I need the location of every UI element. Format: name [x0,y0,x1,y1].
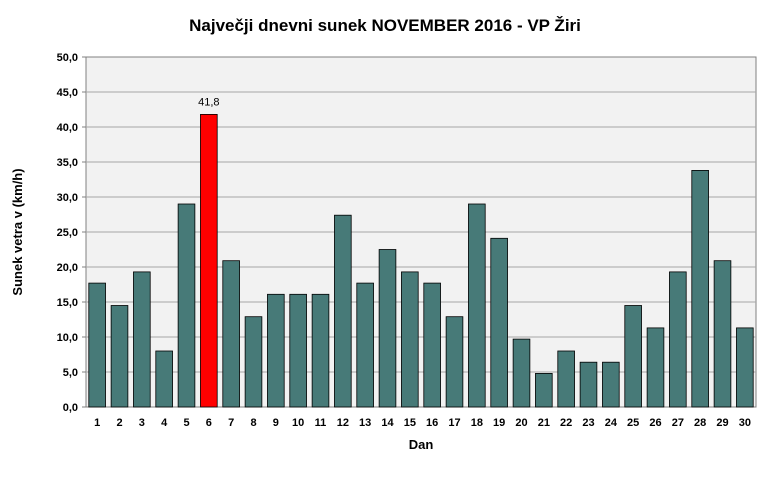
bar-day-6 [200,114,218,408]
bar-day-23 [579,361,598,408]
bar-day-10 [289,293,307,408]
x-tick-label: 10 [292,417,304,429]
x-tick-label: 21 [538,417,550,429]
x-tick-label: 30 [739,417,751,429]
x-tick-label: 13 [359,417,371,429]
bar-day-24 [602,361,620,408]
bar-day-18 [468,203,486,408]
bar-day-20 [512,338,531,408]
bar-day-19 [490,237,508,408]
bar-day-15 [401,271,419,408]
y-tick-label: 30,0 [57,192,78,204]
bars [88,114,754,408]
bar-day-27 [669,271,687,408]
bar-day-22 [557,350,575,408]
bar-day-9 [267,293,285,408]
x-tick-label: 19 [493,417,505,429]
x-tick-label: 20 [515,417,527,429]
x-tick-label: 11 [315,417,327,429]
bar-day-12 [334,214,352,408]
y-tick-label: 10,0 [57,332,78,344]
bar-day-4 [155,350,173,408]
x-axis: 1 2 3 4 5 6 7 8 9 10 11 12 13 14 15 16 17 18 19 20 21 22 23 24 2… [94,417,751,429]
bar-day-13 [356,282,374,408]
x-tick-label: 25 [627,417,639,429]
bar-day-26 [646,327,665,408]
x-tick-label: 24 [605,417,618,429]
bar-day-7 [222,260,240,408]
bar-day-16 [423,282,441,408]
bar-day-25 [624,305,642,408]
x-tick-label: 27 [672,417,684,429]
x-tick-label: 8 [250,417,256,429]
chart-title: Največji dnevni sunek NOVEMBER 2016 - VP… [189,16,581,35]
x-tick-label: 2 [116,417,122,429]
x-tick-label: 7 [228,417,234,429]
y-tick-label: 0,0 [63,402,78,414]
data-labels: 41,8 [198,96,219,108]
x-tick-label: 12 [337,417,349,429]
bar-day-5 [177,203,196,408]
bar-day-17 [445,316,464,408]
bar-day-21 [535,372,553,408]
x-tick-label: 15 [404,417,416,429]
x-tick-label: 6 [206,417,212,429]
y-tick-label: 45,0 [57,87,78,99]
x-tick-label: 3 [139,417,145,429]
bar-day-1 [88,282,106,408]
x-tick-label: 29 [716,417,728,429]
x-tick-label: 26 [649,417,661,429]
bar-day-11 [311,293,330,408]
x-tick-label: 1 [94,417,100,429]
y-tick-label: 25,0 [57,227,78,239]
x-tick-label: 16 [426,417,438,429]
x-tick-label: 23 [582,417,594,429]
y-tick-label: 50,0 [57,52,78,64]
y-tick-label: 15,0 [57,297,78,309]
x-tick-label: 18 [471,417,483,429]
x-tick-label: 14 [381,417,394,429]
bar-day-8 [244,316,263,408]
y-axis: 0,0 5,0 10,0 15,0 20,0 25,0 30,0 35,0 40,0 45,0 50… [57,52,86,414]
bar-day-28 [691,169,709,408]
x-tick-label: 28 [694,417,706,429]
bar-day-14 [378,249,397,408]
x-tick-label: 17 [448,417,460,429]
x-tick-label: 5 [183,417,189,429]
x-tick-label: 4 [161,417,168,429]
data-label: 41,8 [198,96,219,108]
y-tick-label: 20,0 [57,262,78,274]
bar-day-2 [110,305,129,408]
y-tick-label: 35,0 [57,157,78,169]
x-axis-title: Dan [409,437,434,452]
x-tick-label: 22 [560,417,572,429]
y-tick-label: 40,0 [57,122,78,134]
gridlines [86,91,756,373]
bar-day-30 [736,327,754,408]
y-axis-title: Sunek vetra v (km/h) [10,168,25,295]
y-tick-label: 5,0 [63,367,78,379]
x-tick-label: 9 [273,417,279,429]
bar-day-29 [713,260,732,408]
bar-day-3 [133,271,151,408]
